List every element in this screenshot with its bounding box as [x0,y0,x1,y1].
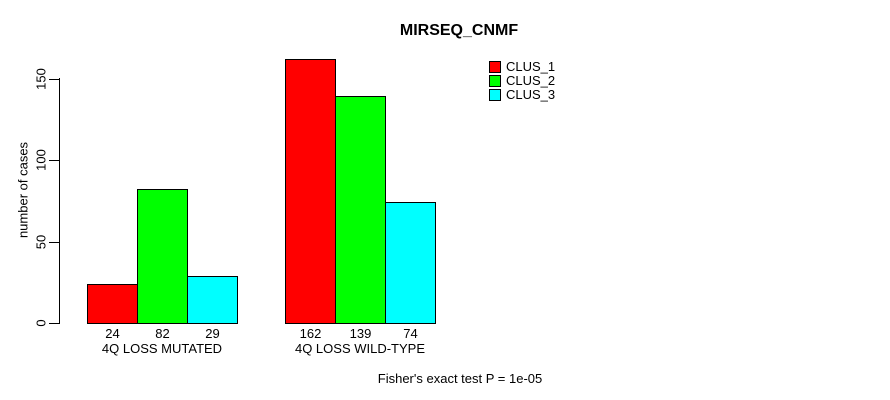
bar-clus_1-group1 [87,284,138,324]
x-axis-category-label: 4Q LOSS MUTATED [101,341,223,356]
y-axis-label: number of cases [15,141,31,239]
legend-label: CLUS_3 [506,87,556,102]
y-axis-line [59,78,60,324]
y-tick-label: 100 [33,149,49,171]
y-tick [49,160,59,161]
y-tick-label: 50 [33,234,49,249]
footer-annotation: Fisher's exact test P = 1e-05 [377,371,543,386]
chart-title: MIRSEQ_CNMF [399,22,519,39]
y-tick [49,323,59,324]
bar-clus_2-group2 [335,96,386,324]
bar-value-label: 82 [155,326,170,341]
bar-clus_3-group1 [187,276,238,324]
legend-item-clus_3: CLUS_3 [489,87,556,102]
y-tick [49,242,59,243]
bar-value-label: 29 [205,326,220,341]
y-tick [49,79,59,80]
bar-clus_3-group2 [385,202,436,324]
legend-label: CLUS_1 [506,59,556,74]
legend-swatch-icon [489,75,501,87]
bar-clus_1-group2 [285,59,336,324]
legend-swatch-icon [489,61,501,73]
bar-value-label: 139 [349,326,372,341]
bar-value-label: 74 [403,326,418,341]
y-tick-label: 150 [33,67,49,90]
legend-swatch-icon [489,89,501,101]
legend-item-clus_2: CLUS_2 [489,73,556,88]
legend-label: CLUS_2 [506,73,556,88]
bar-clus_2-group1 [137,189,188,324]
legend-item-clus_1: CLUS_1 [489,59,556,74]
bar-value-label: 24 [105,326,120,341]
bar-value-label: 162 [299,326,322,341]
y-tick-label: 0 [33,319,49,327]
x-axis-category-label: 4Q LOSS WILD-TYPE [294,341,426,356]
